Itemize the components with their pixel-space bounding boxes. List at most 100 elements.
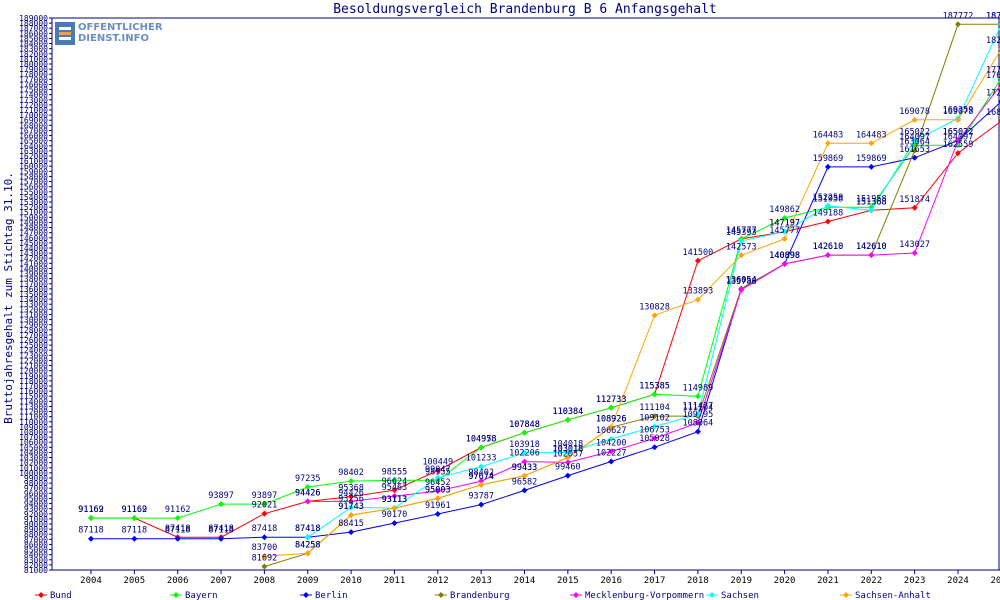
data-label-brandenburg: 103018: [552, 444, 583, 454]
data-label-bund: 91169: [122, 505, 148, 515]
y-tick-label: 140000: [19, 264, 48, 273]
data-point-berlin: [694, 428, 701, 435]
y-tick-label: 117000: [19, 382, 48, 391]
data-point-sachsen: [478, 463, 485, 470]
data-point-bayern: [781, 215, 788, 222]
data-label-sachsen-anhalt: 182930: [986, 36, 1000, 46]
data-label-sachsen: 152258: [813, 193, 844, 203]
data-label-bayern: 164097: [943, 132, 974, 142]
data-label-sachsen-anhalt: 142573: [726, 242, 757, 252]
data-label-bund: 149188: [813, 208, 844, 218]
data-label-mecklenburg-vorpommern: 95463: [382, 483, 408, 493]
data-point-sachsen-anhalt: [955, 116, 961, 123]
data-point-bund: [261, 510, 268, 517]
data-label-berlin: 93787: [468, 492, 494, 502]
data-point-bayern: [564, 416, 571, 423]
data-point-bund: [348, 493, 355, 500]
data-label-bayern: 114989: [683, 383, 714, 393]
data-point-mecklenburg-vorpommern: [868, 252, 875, 259]
data-label-brandenburg: 111104: [683, 403, 714, 413]
data-label-sachsen: 93256: [338, 494, 364, 504]
data-point-bund: [911, 204, 918, 211]
data-label-mecklenburg-vorpommern: 102057: [552, 449, 583, 459]
y-tick-label: 175000: [19, 86, 48, 95]
data-label-berlin: 161653: [899, 145, 930, 155]
data-label-berlin: 96582: [512, 477, 538, 487]
data-label-berlin: 165022: [943, 128, 974, 138]
data-point-mecklenburg-vorpommern: [608, 448, 615, 455]
y-tick-label: 157000: [19, 178, 48, 187]
data-label-sachsen-anhalt: 108926: [596, 414, 627, 424]
x-tick-label: 2024: [947, 576, 969, 586]
data-point-bayern: [218, 501, 225, 508]
y-tick-label: 113000: [19, 402, 48, 411]
data-label-bund: 110384: [552, 407, 583, 417]
data-point-berlin: [521, 487, 528, 494]
x-tick-label: 2005: [124, 576, 146, 586]
data-point-bayern: [348, 478, 355, 485]
y-tick-label: 136000: [19, 285, 48, 294]
data-label-berlin: 88415: [338, 519, 364, 529]
y-tick-label: 134000: [19, 295, 48, 304]
data-label-mecklenburg-vorpommern: 98402: [468, 468, 494, 478]
y-tick-label: 96000: [24, 489, 48, 498]
data-label-sachsen-anhalt: 164483: [856, 130, 887, 140]
y-tick-label: 100000: [19, 469, 48, 478]
data-point-sachsen: [651, 423, 658, 430]
data-label-sachsen-anhalt: 133893: [683, 287, 714, 297]
y-tick-label: 185000: [19, 34, 48, 43]
x-tick-label: 2016: [600, 576, 622, 586]
data-point-berlin: [131, 535, 138, 542]
data-point-sachsen: [521, 449, 528, 456]
data-point-mecklenburg-vorpommern: [781, 260, 788, 267]
data-point-bayern: [304, 484, 311, 491]
x-tick-label: 2023: [904, 576, 926, 586]
legend-label-mecklenburg-vorpommern: Mecklenburg-Vorpommern: [585, 591, 704, 600]
y-tick-label: 97000: [24, 484, 48, 493]
data-point-bayern: [521, 429, 528, 436]
data-label-brandenburg: 140898: [769, 251, 800, 261]
y-tick-label: 154000: [19, 193, 48, 202]
y-tick-label: 137000: [19, 280, 48, 289]
y-tick-label: 160000: [19, 162, 48, 171]
data-label-mecklenburg-vorpommern: 94426: [295, 488, 321, 498]
x-tick-label: 2014: [514, 576, 536, 586]
data-point-sachsen: [738, 237, 745, 244]
data-point-mecklenburg-vorpommern: [694, 419, 701, 426]
data-label-brandenburg: 91743: [338, 502, 364, 512]
data-label-sachsen-anhalt: 91743: [338, 502, 364, 512]
data-label-mecklenburg-vorpommern: 140898: [769, 251, 800, 261]
data-label-brandenburg: 111104: [639, 403, 670, 413]
y-tick-label: 120000: [19, 367, 48, 376]
data-label-bund: 91169: [78, 505, 104, 515]
legend-label-sachsen-anhalt: Sachsen-Anhalt: [855, 591, 931, 600]
data-point-bayern: [261, 501, 268, 508]
data-point-sachsen-anhalt: [738, 252, 745, 259]
data-label-sachsen-anhalt: 84258: [295, 540, 321, 550]
data-label-sachsen: 151368: [856, 197, 887, 207]
data-label-brandenburg: 99433: [512, 463, 538, 473]
data-label-bayern: 151958: [813, 194, 844, 204]
data-label-bund: 115385: [639, 381, 670, 391]
y-axis-title: Bruttojahresgehalt zum Stichtag 31.10.: [2, 172, 15, 424]
data-point-berlin: [478, 501, 485, 508]
legend-marker-sachsen-anhalt: [843, 592, 849, 598]
data-point-bayern: [174, 515, 181, 522]
data-point-sachsen-anhalt: [824, 140, 831, 147]
y-tick-label: 166000: [19, 132, 48, 141]
y-tick-label: 118000: [19, 377, 48, 386]
series-mecklenburg-vorpommern: [304, 82, 1000, 505]
data-label-bayern: 110384: [552, 407, 583, 417]
data-point-sachsen-anhalt: [608, 424, 615, 431]
data-label-mecklenburg-vorpommern: 142610: [856, 242, 887, 252]
data-point-mecklenburg-vorpommern: [824, 252, 831, 259]
data-point-bund: [694, 257, 701, 264]
y-tick-label: 119000: [19, 372, 48, 381]
data-label-bayern: 115385: [639, 381, 670, 391]
data-label-mecklenburg-vorpommern: 142610: [813, 242, 844, 252]
data-point-berlin: [261, 534, 268, 541]
data-point-mecklenburg-vorpommern: [521, 458, 528, 465]
data-label-brandenburg: 93113: [382, 495, 408, 505]
y-tick-label: 90000: [24, 520, 48, 529]
y-tick-label: 156000: [19, 183, 48, 192]
